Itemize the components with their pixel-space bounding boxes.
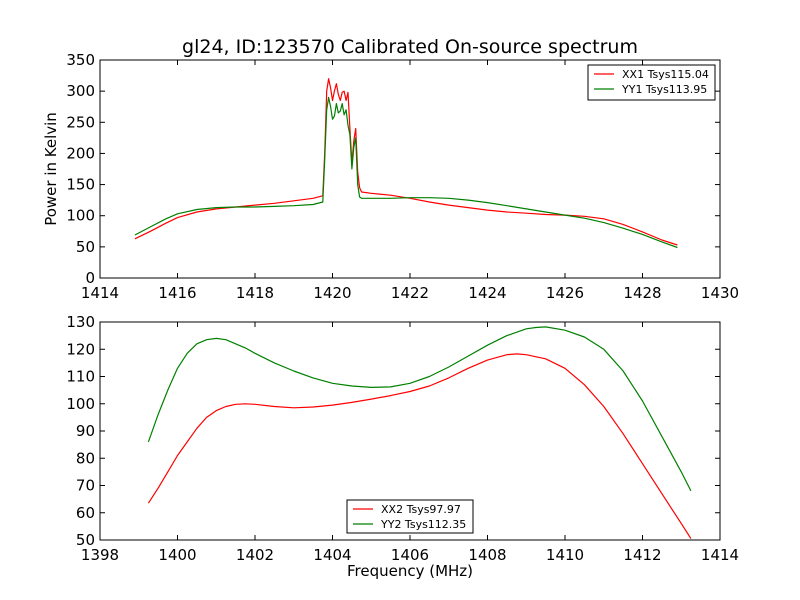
bottom-y-tick-label: 100 [66,395,95,413]
top-series-layer [134,78,678,249]
top-x-tick-label: 1414 [81,284,119,302]
bottom-x-tick-label: 1400 [158,546,196,564]
bottom-y-tick-label: 70 [76,477,95,495]
top-x-tick-label: 1420 [313,284,351,302]
bottom-y-tick-label: 90 [76,422,95,440]
bottom-x-tick-label: 1412 [623,546,661,564]
bottom-legend-label-1: XX2 Tsys97.97 [381,503,461,516]
top-chart-panel: gl24, ID:123570 Calibrated On-source spe… [42,36,739,302]
top-ticks-layer: 1414 1416 1418 1420 1422 1424 1426 1428 1430 0 50 1… [66,51,739,302]
bottom-legend-label-2: YY2 Tsys112.35 [380,518,466,531]
top-legend-box [587,64,716,101]
bottom-x-tick-label: 1398 [81,546,119,564]
top-x-tick-label: 1418 [236,284,274,302]
top-x-tick-label: 1428 [623,284,661,302]
bottom-y-tick-label: 120 [66,340,95,358]
bottom-legend: XX2 Tsys97.97 YY2 Tsys112.35 [346,499,474,534]
top-y-tick-label: 100 [66,207,95,225]
top-y-tick-label: 0 [85,269,95,287]
bottom-series-layer [147,326,692,539]
bottom-ticks-layer: 1398 1400 1402 1404 1406 1408 1410 1412 1414 50 60… [66,313,739,564]
top-y-axis-label: Power in Kelvin [42,112,60,226]
top-legend: XX1 Tsys115.04 YY1 Tsys113.95 [587,64,716,101]
top-x-tick-label: 1424 [468,284,506,302]
bottom-legend-box [346,499,474,534]
top-chart-title: gl24, ID:123570 Calibrated On-source spe… [182,36,638,58]
bottom-y-tick-label: 110 [66,368,95,386]
top-series-line-1 [134,78,678,246]
top-y-tick-label: 250 [66,113,95,131]
top-x-tick-label: 1426 [546,284,584,302]
bottom-y-tick-label: 130 [66,313,95,331]
bottom-x-axis-label: Frequency (MHz) [347,562,473,580]
top-x-tick-label: 1422 [391,284,429,302]
top-x-tick-label: 1430 [701,284,739,302]
bottom-x-tick-label: 1402 [236,546,274,564]
top-y-tick-label: 300 [66,82,95,100]
bottom-x-tick-label: 1414 [701,546,739,564]
bottom-x-tick-label: 1404 [313,546,351,564]
top-y-tick-label: 50 [76,238,95,256]
top-y-tick-label: 350 [66,51,95,69]
bottom-y-tick-label: 80 [76,449,95,467]
top-x-tick-label: 1416 [158,284,196,302]
top-y-tick-label: 150 [66,176,95,194]
bottom-chart-panel: Frequency (MHz) 1398 1400 1402 1404 1406 1408… [66,313,739,580]
bottom-x-tick-label: 1408 [468,546,506,564]
bottom-y-tick-label: 60 [76,504,95,522]
bottom-series-line-2 [147,326,692,492]
bottom-y-tick-label: 50 [76,531,95,549]
top-y-tick-label: 200 [66,144,95,162]
bottom-series-line-1 [147,353,692,539]
top-legend-label-2: YY1 Tsys113.95 [621,83,707,96]
top-series-line-2 [134,96,678,249]
bottom-x-tick-label: 1410 [546,546,584,564]
bottom-x-tick-label: 1406 [391,546,429,564]
top-legend-label-1: XX1 Tsys115.04 [622,68,709,81]
